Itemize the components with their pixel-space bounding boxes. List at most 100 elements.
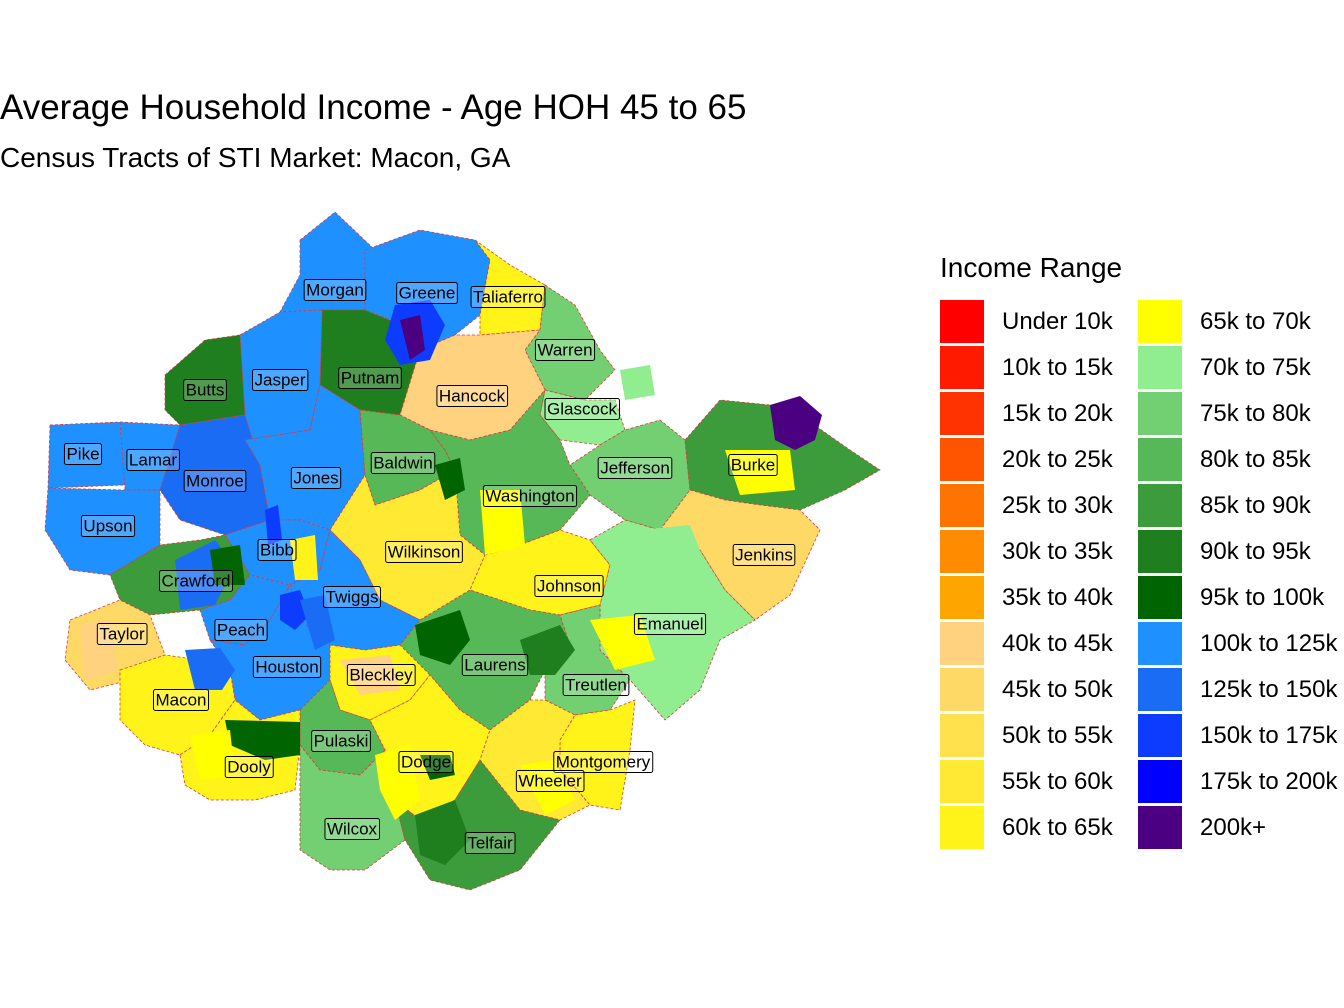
legend-swatch — [940, 760, 984, 803]
county-label-butts: Butts — [183, 379, 227, 401]
county-label-text: Morgan — [306, 281, 364, 300]
legend-swatch — [1138, 714, 1182, 757]
county-label-box — [633, 613, 707, 635]
county-label-box — [311, 730, 371, 752]
tract-accent — [520, 625, 575, 675]
county-label-putnam: Putnam — [338, 367, 402, 389]
tract-accent — [330, 450, 365, 490]
county-label-box — [214, 619, 268, 641]
tract-accent-layer — [80, 300, 822, 865]
county-label-text: Montgomery — [556, 753, 651, 772]
county-label-text: Lamar — [129, 451, 178, 470]
county-label-text: Pulaski — [314, 732, 369, 751]
county-label-box — [562, 674, 630, 696]
county-label-text: Bibb — [260, 541, 294, 560]
county-label-text: Hancock — [439, 387, 506, 406]
county-label-hancock: Hancock — [436, 385, 509, 407]
county-label-twiggs: Twiggs — [323, 586, 381, 608]
legend-swatch — [940, 484, 984, 527]
county-label-text: Peach — [217, 621, 265, 640]
county-label-box — [728, 454, 778, 476]
county-label-box — [152, 689, 210, 711]
county-label-emanuel: Emanuel — [633, 613, 707, 635]
county-label-box — [470, 286, 546, 308]
county-montgomery — [559, 699, 636, 811]
county-label-text: Jones — [293, 469, 338, 488]
county-label-glascock: Glascock — [544, 398, 620, 420]
county-label-text: Baldwin — [373, 454, 433, 473]
county-label-dodge: Dodge — [398, 751, 454, 773]
map-subtitle: Census Tracts of STI Market: Macon, GA — [0, 142, 511, 173]
legend-label: 55k to 60k — [1002, 768, 1113, 795]
county-label-text: Johnson — [537, 577, 601, 596]
legend-swatch — [1138, 484, 1182, 527]
tract-accent — [620, 365, 655, 400]
county-label-bibb: Bibb — [257, 539, 297, 561]
county-label-box — [461, 654, 529, 676]
county-label-box — [63, 443, 103, 465]
county-label-pike: Pike — [63, 443, 103, 465]
county-label-box — [183, 470, 247, 492]
county-label-box — [553, 751, 654, 773]
legend-label: 45k to 50k — [1002, 676, 1113, 703]
county-label-box — [597, 457, 673, 479]
county-label-box — [534, 575, 604, 597]
county-label-box — [515, 770, 585, 792]
county-label-box — [251, 369, 309, 391]
county-label-telfair: Telfair — [464, 832, 516, 854]
county-label-text: Warren — [537, 341, 592, 360]
county-label-jones: Jones — [290, 467, 342, 489]
county-label-box — [324, 818, 381, 840]
county-label-box — [346, 664, 416, 686]
county-label-text: Bleckley — [349, 666, 413, 685]
legend-swatch — [1138, 300, 1182, 343]
tract-accent — [520, 760, 575, 815]
county-label-montgomery: Montgomery — [553, 751, 654, 773]
county-label-peach: Peach — [214, 619, 268, 641]
county-label-treutlen: Treutlen — [562, 674, 630, 696]
county-label-burke: Burke — [728, 454, 778, 476]
county-label-taylor: Taylor — [96, 623, 148, 645]
county-label-taliaferro: Taliaferro — [470, 286, 546, 308]
legend-swatch — [940, 438, 984, 481]
legend-swatch — [940, 806, 984, 849]
county-label-box — [96, 623, 148, 645]
legend-swatch — [940, 576, 984, 619]
legend-swatch — [1138, 760, 1182, 803]
legend-swatch — [1138, 530, 1182, 573]
legend-swatch — [1138, 438, 1182, 481]
legend-swatch — [1138, 668, 1182, 711]
county-label-box — [126, 449, 180, 471]
county-label-box — [398, 751, 454, 773]
county-label-text: Pike — [66, 445, 99, 464]
tract-accent — [770, 396, 822, 450]
legend-label: 50k to 55k — [1002, 722, 1113, 749]
tract-accent — [290, 535, 318, 580]
county-label-morgan: Morgan — [303, 279, 367, 301]
county-label-pulaski: Pulaski — [311, 730, 371, 752]
county-label-wilkinson: Wilkinson — [385, 541, 463, 563]
county-label-text: Butts — [186, 381, 225, 400]
legend-label: 150k to 175k — [1200, 722, 1338, 749]
county-label-monroe: Monroe — [183, 470, 247, 492]
county-label-box — [303, 279, 367, 301]
county-label-text: Telfair — [467, 834, 513, 853]
tract-accent — [210, 545, 245, 585]
county-label-text: Jefferson — [600, 459, 670, 478]
county-label-text: Jenkins — [735, 546, 793, 565]
county-label-text: Burke — [731, 456, 775, 475]
tract-accent — [415, 610, 470, 665]
county-label-text: Houston — [255, 658, 318, 677]
county-label-wheeler: Wheeler — [515, 770, 585, 792]
tract-accent — [375, 745, 420, 820]
legend-label: 85k to 90k — [1200, 492, 1311, 519]
legend-label: 75k to 80k — [1200, 400, 1311, 427]
choropleth-map: Morgan Greene Taliaferro Warren Putnam Jasper… — [44, 211, 881, 891]
tract-accent — [420, 755, 455, 780]
county-label-text: Dodge — [401, 753, 451, 772]
county-label-text: Laurens — [464, 656, 525, 675]
county-label-box — [290, 467, 342, 489]
legend-label: 90k to 95k — [1200, 538, 1311, 565]
tract-accent — [638, 525, 700, 565]
county-label-bleckley: Bleckley — [346, 664, 416, 686]
